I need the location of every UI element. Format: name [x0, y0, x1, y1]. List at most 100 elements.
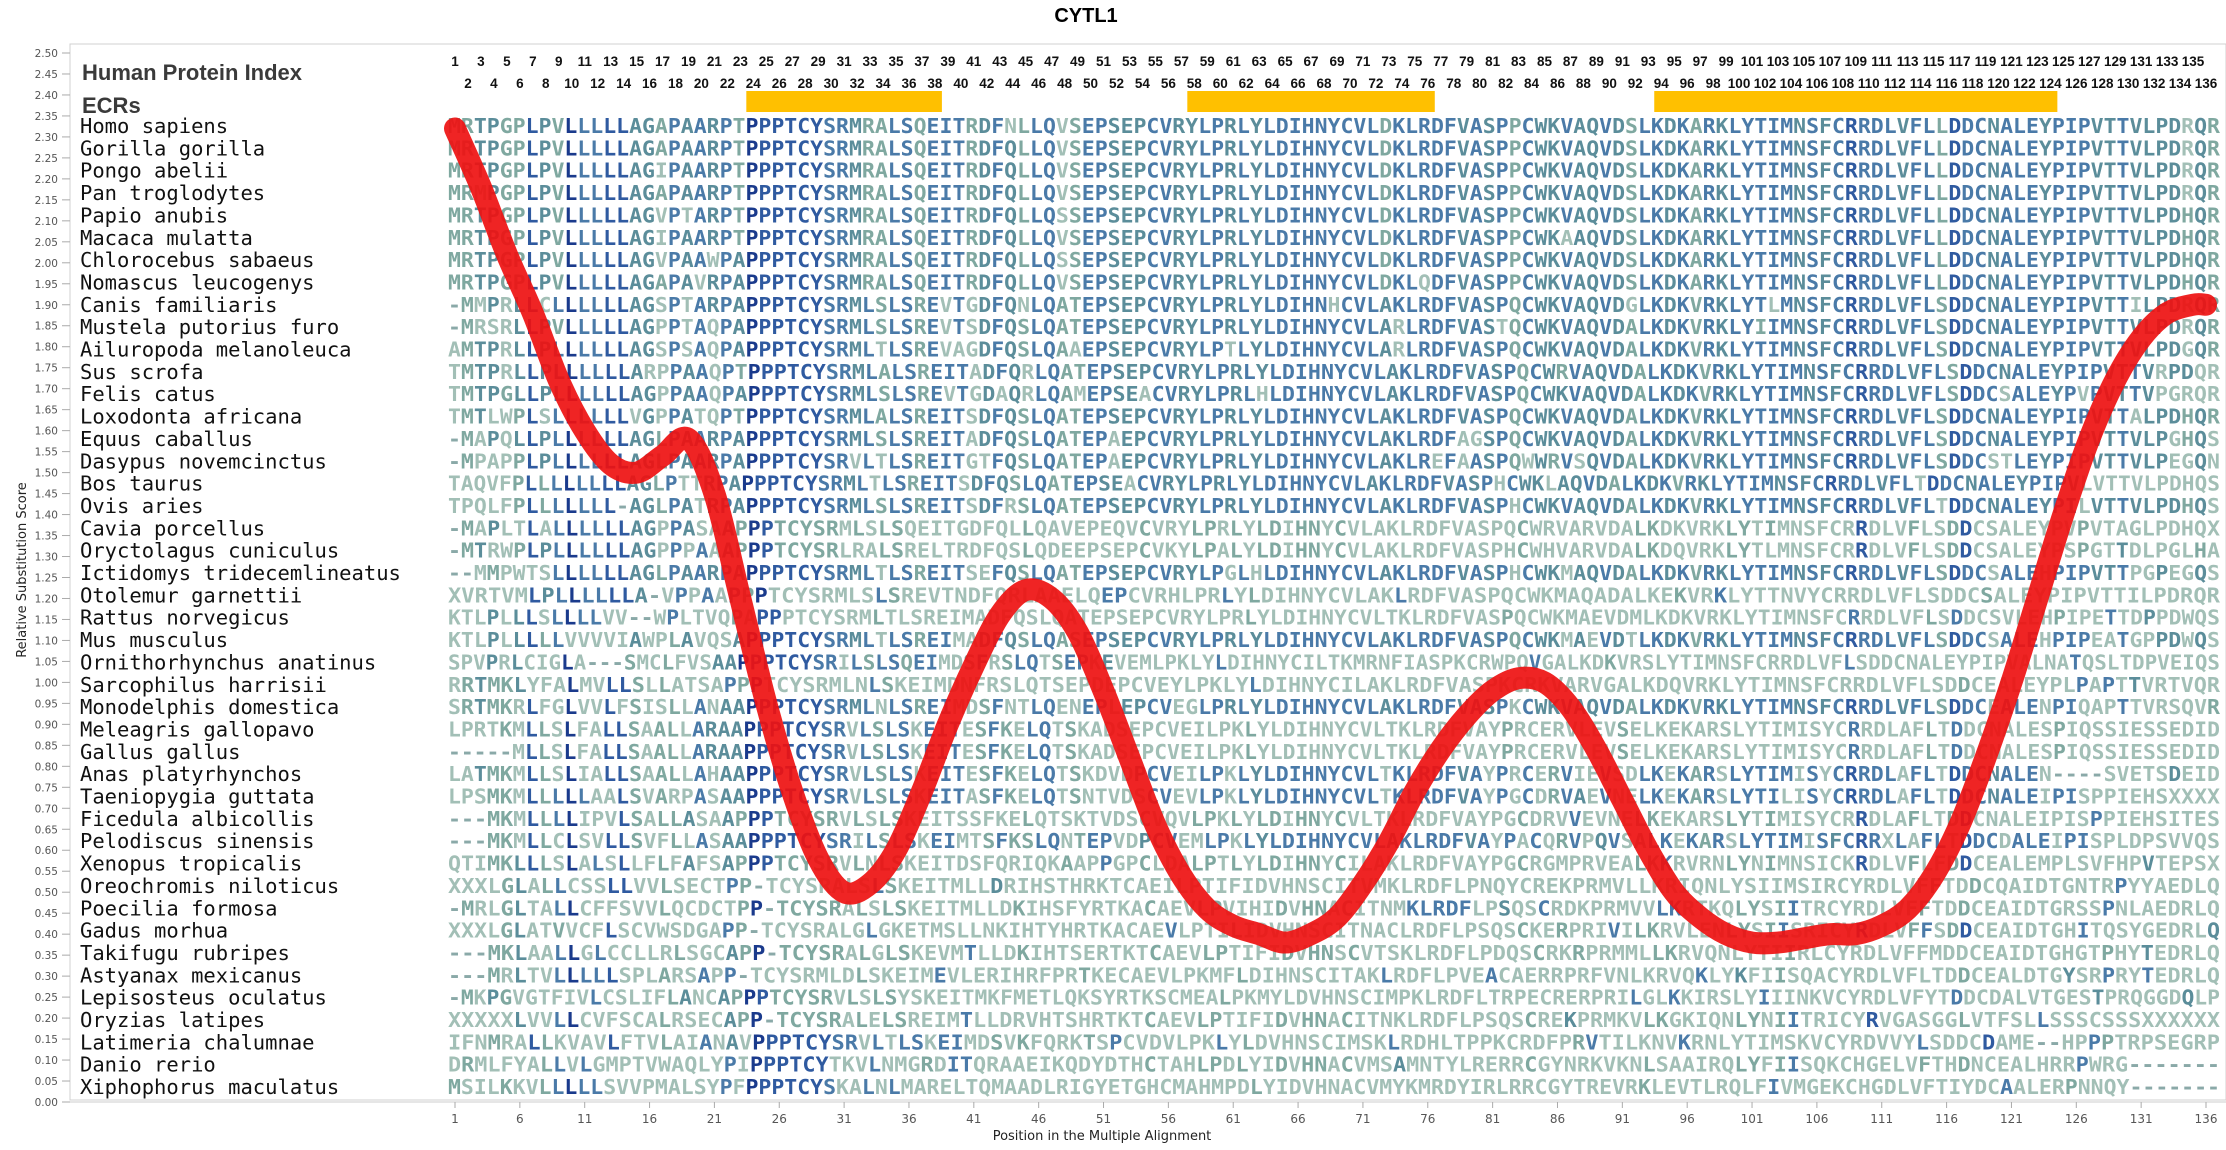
protein-index-bottom-label: 26: [772, 76, 788, 91]
protein-index-bottom-label: 18: [668, 76, 684, 91]
species-label: Sus scrofa: [80, 360, 203, 384]
protein-index-top-label: 81: [1485, 54, 1501, 69]
protein-index-top-label: 113: [1897, 54, 1919, 69]
protein-index-top-label: 53: [1122, 54, 1138, 69]
sequence-row: LPSMKMLLLLLAALSVARPASAAPPPTCYSRVLSLSKEIT…: [448, 785, 2221, 809]
sequence-row: XXXLGLALLCSSLLVVLSECTPP-TCYSRALSLSKEITML…: [448, 874, 2220, 898]
protein-index-bottom-label: 42: [979, 76, 994, 91]
species-label: Pongo abelii: [80, 159, 228, 183]
protein-index-bottom-label: 106: [1806, 76, 1829, 91]
y-tick-label: 0.15: [35, 1034, 58, 1046]
protein-index-bottom-label: 36: [901, 76, 917, 91]
y-tick-label: 2.25: [35, 153, 58, 165]
protein-index-top-label: 107: [1819, 54, 1842, 69]
y-tick-label: 1.50: [35, 468, 58, 480]
y-tick-label: 0.50: [35, 887, 58, 899]
species-label: Cavia porcellus: [80, 516, 265, 540]
y-tick-label: 1.15: [35, 614, 58, 626]
protein-index-bottom-label: 134: [2169, 76, 2192, 91]
protein-index-bottom-label: 54: [1135, 76, 1151, 91]
y-tick-label: 1.90: [35, 300, 58, 312]
protein-index-bottom-label: 4: [490, 76, 498, 91]
protein-index-bottom-label: 130: [2117, 76, 2140, 91]
sequence-row: TPQLFPLLLLLLL-AGLPATRPAPPPTCYSRMLSLSREIT…: [448, 494, 2220, 518]
y-tick-label: 0.25: [35, 992, 58, 1004]
protein-index-bottom-label: 48: [1057, 76, 1073, 91]
x-tick-label: 21: [707, 1112, 722, 1126]
protein-index-bottom-label: 76: [1420, 76, 1436, 91]
species-label: Sarcophilus harrisii: [80, 673, 327, 697]
x-tick-label: 66: [1290, 1112, 1305, 1126]
protein-index-bottom-label: 52: [1109, 76, 1124, 91]
protein-index-bottom-label: 72: [1368, 76, 1383, 91]
protein-index-bottom-label: 78: [1446, 76, 1462, 91]
sequence-row: -MPAPPLPLLLLLLAGLPAARPAPPPTCYSRVLTLSREIT…: [448, 449, 2220, 473]
protein-index-bottom-label: 114: [1910, 76, 1932, 91]
sequence-row: AMTPRLLPLLLLLLAGSPSAQPAPPPTCYSRMLTLSREVA…: [448, 338, 2221, 362]
sequence-row: MRTPGPLPVLLLLLAGAPAARPTPPPTCYSRMRALSQEIT…: [448, 114, 2221, 138]
chart-title: CYTL1: [1054, 5, 1117, 27]
species-label: Mus musculus: [80, 628, 228, 652]
y-tick-label: 0.70: [35, 803, 58, 815]
protein-index-bottom-label: 58: [1187, 76, 1203, 91]
species-label: Equus caballus: [80, 427, 253, 451]
protein-index-top-label: 7: [529, 54, 537, 69]
species-label: Papio anubis: [80, 203, 228, 227]
y-tick-label: 1.05: [35, 656, 58, 668]
x-axis: 1 6 11 16 21 26 31 36 41 46 51 56 61 66 71 76 81 86 91 96 10…: [70, 1101, 2226, 1126]
protein-index-bottom-label: 116: [1936, 76, 1958, 91]
y-tick-label: 2.20: [35, 174, 58, 186]
species-label: Canis familiaris: [80, 293, 277, 317]
sequence-row: MRTPGPLPVLLLLLAGAPAARPTPPPTCYSRMRALSQEIT…: [448, 136, 2221, 160]
protein-index-top-label: 91: [1615, 54, 1631, 69]
protein-index-bottom-label: 126: [2065, 76, 2088, 91]
sequence-row: MRTPGPLPVLLLLLAGIPAARPTPPPTCYSRMRALSQEIT…: [448, 159, 2221, 183]
y-tick-label: 2.40: [35, 90, 58, 102]
y-tick-label: 1.70: [35, 384, 58, 396]
protein-index-bottom-label: 84: [1524, 76, 1540, 91]
species-label: Nomascus leucogenys: [80, 270, 315, 294]
y-tick-label: 1.60: [35, 426, 58, 438]
protein-index-top-label: 61: [1226, 54, 1242, 69]
protein-index-bottom-label: 22: [720, 76, 735, 91]
x-tick-label: 46: [1031, 1112, 1046, 1126]
species-label: Meleagris gallopavo: [80, 717, 315, 741]
y-tick-label: 1.10: [35, 635, 58, 647]
species-label: Loxodonta africana: [80, 405, 302, 429]
protein-index-bottom-label: 98: [1706, 76, 1722, 91]
protein-index-top-label: 93: [1641, 54, 1657, 69]
y-tick-label: 1.75: [35, 363, 58, 375]
x-tick-label: 81: [1485, 1112, 1500, 1126]
species-label: Danio rerio: [80, 1053, 216, 1077]
sequence-row: MRTPGPLPVLLLLLAGAPAVRPAPPPTCYSRMRALSQEIT…: [448, 270, 2221, 294]
protein-index-bottom-label: 108: [1832, 76, 1855, 91]
sequence-row: XXXXXLVVLLCVFSCALRSECAPP-TCYSRALELSREIMT…: [448, 1008, 2221, 1032]
species-label: Anas platyrhynchos: [80, 762, 302, 786]
species-label: Ornithorhynchus anatinus: [80, 650, 376, 674]
y-tick-label: 0.10: [35, 1055, 58, 1067]
protein-index-bottom-label: 28: [798, 76, 814, 91]
species-label: Pelodiscus sinensis: [80, 829, 315, 853]
ecr-bar: [746, 91, 942, 112]
protein-index-bottom-label: 92: [1628, 76, 1643, 91]
sequence-row: -MAPQLLPLLLLLLAGLPAARPAPPPTCYSRMLSLSREIT…: [448, 427, 2220, 451]
sequence-row: TMTPRLLPLLLLLLARPPAAQPTPPPTCYSRMLALSREIT…: [448, 360, 2221, 384]
y-tick-label: 0.35: [35, 950, 58, 962]
protein-index-bottom-label: 60: [1213, 76, 1228, 91]
protein-index-bottom-label: 96: [1680, 76, 1696, 91]
sequence-row: TAQVFPLLLLLLLLAGLPTTRPAPPPTCYSRMLTLSREIT…: [448, 472, 2220, 496]
protein-index-bottom-label: 16: [642, 76, 658, 91]
y-tick-label: 0.20: [35, 1013, 58, 1025]
y-tick-label: 2.35: [35, 111, 58, 123]
protein-index-top-label: 115: [1923, 54, 1945, 69]
x-tick-label: 11: [577, 1112, 592, 1126]
protein-index-top-label: 23: [733, 54, 749, 69]
sequence-row: QTIMKLLLSLALSLLFLFAFSAPPPTCYSRVLNLSKEITD…: [448, 852, 2221, 876]
protein-index-row: 1 3 5 7 9 11 13 15 17 19 21 23 25 27 29 31 33 35 37 39 41 43 4…: [451, 54, 2218, 91]
protein-index-top-label: 135: [2182, 54, 2205, 69]
protein-index-bottom-label: 94: [1654, 76, 1670, 91]
protein-index-top-label: 109: [1845, 54, 1868, 69]
substitution-score-line: [444, 117, 2217, 955]
x-axis-title: Position in the Multiple Alignment: [993, 1129, 1212, 1144]
